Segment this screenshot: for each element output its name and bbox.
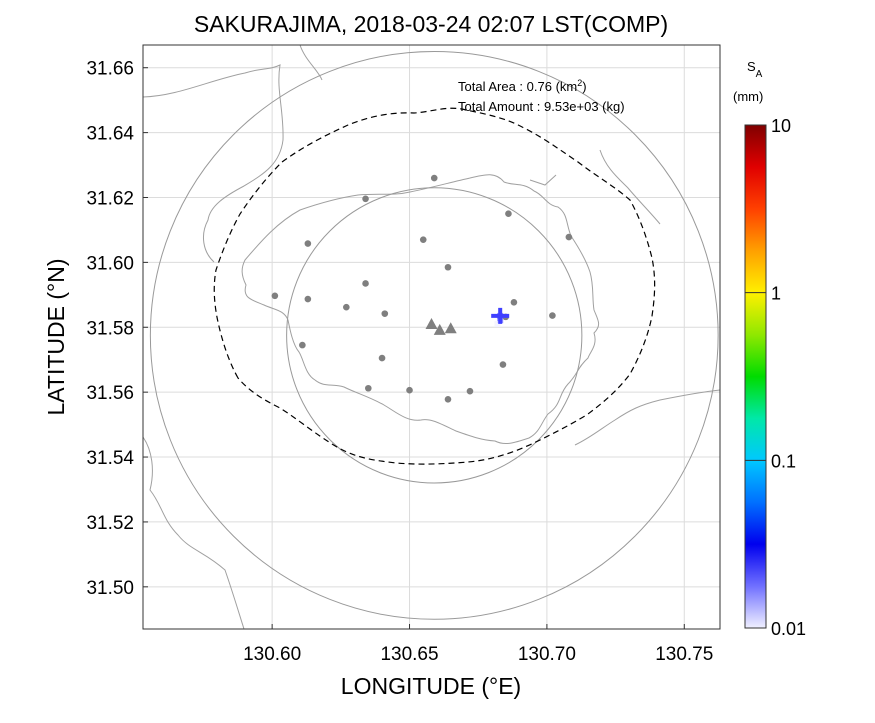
deposit-point — [494, 321, 501, 328]
station-marker — [365, 384, 372, 392]
vent-markers — [425, 318, 457, 335]
svg-text:Total Area : 0.76 (km2): Total Area : 0.76 (km2) — [458, 78, 587, 94]
range-circle — [149, 50, 719, 620]
kagoshima-coast-north — [143, 64, 284, 263]
y-tick-label: 31.54 — [86, 448, 134, 469]
station-marker — [378, 354, 386, 362]
y-tick-label: 31.56 — [86, 383, 134, 404]
station-marker — [499, 361, 507, 368]
station-marker — [444, 263, 452, 271]
y-tick-label: 31.60 — [86, 253, 134, 274]
svg-text:SA: SA — [747, 59, 763, 80]
x-ticks: 130.60 130.65 130.70 130.75 — [243, 624, 713, 665]
y-tick-label: 31.66 — [86, 59, 134, 80]
station-marker — [304, 240, 312, 247]
colorbar: SA (mm) 0.01 0.1 1 10 — [733, 59, 806, 639]
colorbar-tick-label: 0.01 — [771, 619, 806, 639]
y-tick-label: 31.64 — [86, 124, 134, 145]
coastline — [143, 45, 720, 629]
station-markers — [271, 174, 573, 403]
x-axis-label: LONGITUDE (°E) — [341, 673, 521, 699]
station-marker — [430, 174, 438, 182]
total-amount-text: Total Amount : 9.53e+03 (kg) — [458, 99, 625, 114]
northeast-inlet — [299, 45, 323, 81]
station-marker — [406, 386, 413, 394]
x-tick-label: 130.70 — [518, 644, 576, 665]
station-marker — [444, 395, 452, 403]
total-area-close: ) — [582, 79, 586, 94]
range-circle — [286, 187, 583, 484]
station-marker — [505, 210, 512, 218]
y-tick-label: 31.62 — [86, 188, 134, 209]
sakurajima-coast — [241, 174, 600, 445]
station-marker — [466, 387, 474, 395]
y-tick-label: 31.50 — [86, 578, 134, 599]
station-marker — [362, 280, 369, 287]
x-tick-label: 130.60 — [243, 644, 301, 665]
colorbar-tick-label: 10 — [771, 116, 791, 136]
colorbar-tick-label: 1 — [771, 284, 781, 304]
vent-marker — [433, 323, 446, 335]
total-area-exp: 2 — [577, 78, 582, 88]
station-marker — [362, 195, 369, 203]
colorbar-label-sub: A — [756, 69, 763, 80]
range-circles — [149, 50, 719, 620]
chart-title: SAKURAJIMA, 2018-03-24 02:07 LST(COMP) — [194, 11, 668, 37]
colorbar-tick-label: 0.1 — [771, 451, 796, 471]
osumi-coast-east — [574, 389, 720, 446]
plot-frame — [142, 44, 721, 630]
station-marker — [299, 341, 306, 349]
station-marker — [565, 233, 573, 241]
station-marker — [343, 303, 350, 311]
x-tick-label: 130.75 — [655, 644, 713, 665]
station-marker — [381, 310, 389, 317]
grid-lines — [143, 45, 720, 629]
east-coast-north — [599, 149, 661, 225]
total-area-text: Total Area : 0.76 (km — [458, 79, 577, 94]
north-small-coast — [529, 174, 557, 186]
plot-area — [143, 45, 720, 629]
summary-annotation: Total Area : 0.76 (km2) Total Amount : 9… — [458, 78, 625, 114]
colorbar-unit: (mm) — [733, 89, 763, 104]
colorbar-bar — [744, 124, 767, 629]
y-tick-label: 31.58 — [86, 318, 134, 339]
colorbar-ticks: 0.01 0.1 1 10 — [745, 116, 806, 639]
deposit-boundary — [213, 107, 656, 465]
station-marker — [304, 295, 312, 303]
kagoshima-coast-south — [143, 436, 245, 629]
y-tick-label: 31.52 — [86, 513, 134, 534]
colorbar-label-main: S — [747, 59, 756, 74]
station-marker — [549, 312, 556, 319]
station-marker — [271, 292, 279, 300]
deposit-points — [491, 307, 510, 328]
x-tick-label: 130.65 — [380, 644, 438, 665]
deposit-max-marker — [491, 307, 510, 324]
vent-marker — [444, 322, 457, 334]
station-marker — [419, 236, 427, 243]
y-axis-label: LATITUDE (°N) — [43, 259, 69, 416]
station-marker — [510, 298, 518, 306]
y-ticks: 31.50 31.52 31.54 31.56 31.58 31.60 31.62 31.64… — [86, 59, 148, 599]
vent-marker — [425, 318, 438, 330]
